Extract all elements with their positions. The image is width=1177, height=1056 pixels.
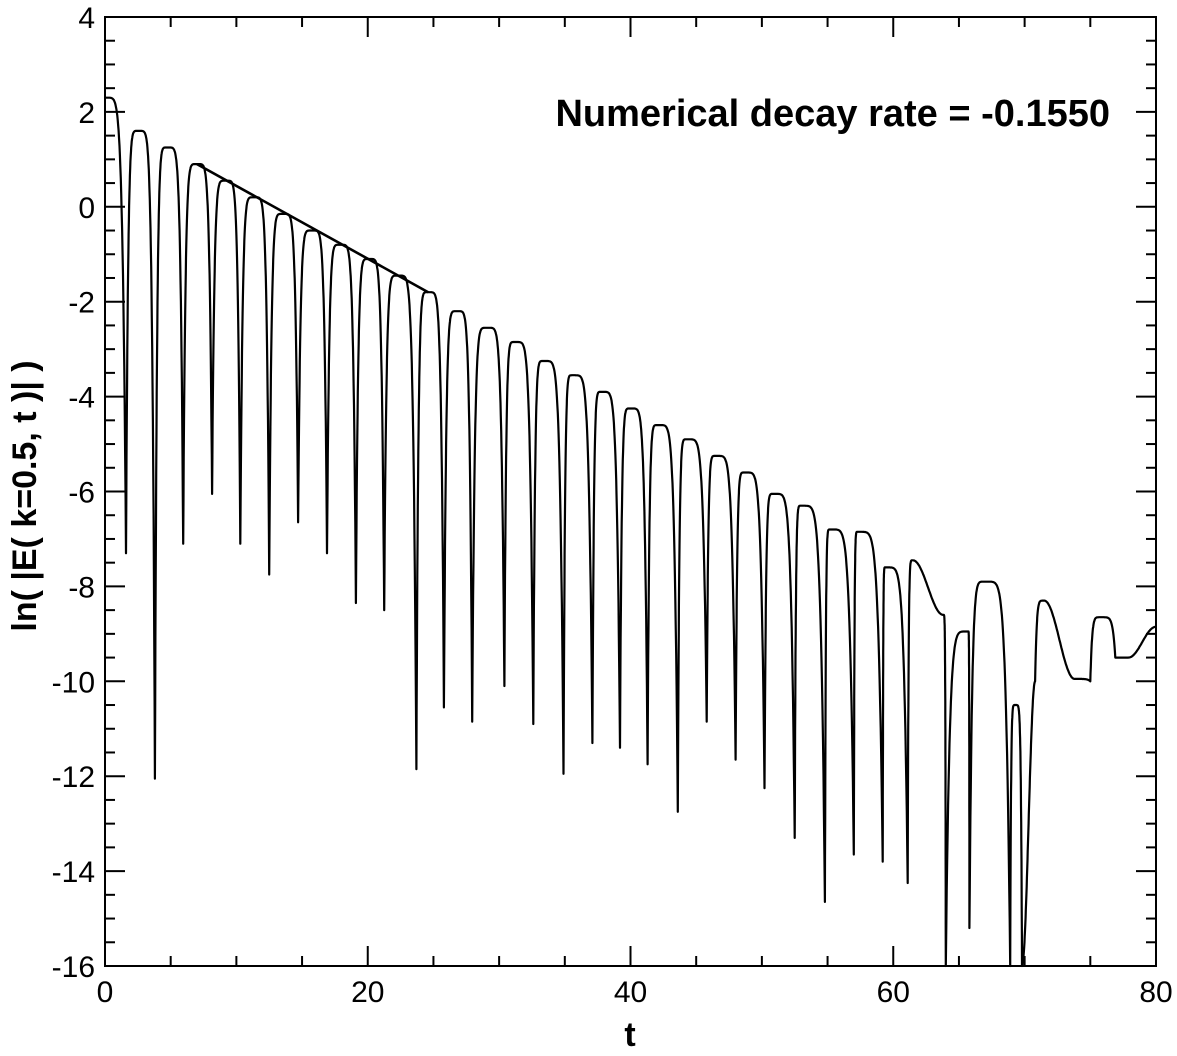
- y-tick-label: -16: [52, 951, 95, 984]
- signal-series-line: [104, 96, 1157, 968]
- y-tick-label: -10: [52, 666, 95, 699]
- y-tick-label: -12: [52, 761, 95, 794]
- decay-rate-annotation: Numerical decay rate = -0.1550: [555, 93, 1110, 135]
- y-axis-title: ln( |E( k=0.5, t )| ): [6, 360, 44, 631]
- x-tick-label: 20: [351, 976, 384, 1009]
- y-tick-label: 4: [78, 2, 95, 35]
- x-tick-label: 40: [614, 976, 647, 1009]
- y-tick-label: -4: [68, 382, 95, 415]
- y-tick-label: 0: [78, 192, 95, 225]
- x-tick-label: 0: [97, 976, 114, 1009]
- x-axis-title: t: [624, 1016, 635, 1054]
- y-tick-label: 2: [78, 97, 95, 130]
- x-tick-label: 80: [1139, 976, 1172, 1009]
- y-tick-label: -14: [52, 856, 95, 889]
- plot-frame: [104, 16, 1157, 967]
- x-tick-label: 60: [877, 976, 910, 1009]
- y-tick-label: -8: [68, 571, 95, 604]
- y-tick-label: -2: [68, 287, 95, 320]
- y-tick-label: -6: [68, 477, 95, 510]
- decay-fit-line: [196, 162, 429, 294]
